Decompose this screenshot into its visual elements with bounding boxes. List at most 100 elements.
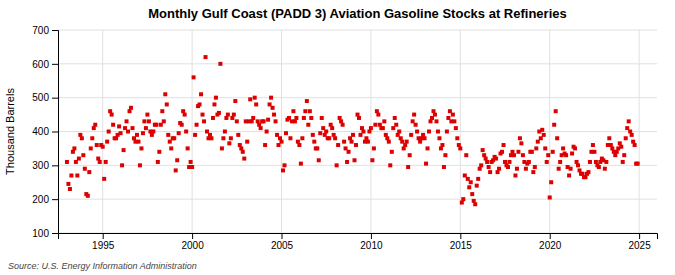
point <box>548 195 552 199</box>
x-axis-tick-mark <box>639 233 640 239</box>
point <box>101 145 105 149</box>
points <box>65 55 640 206</box>
point <box>201 113 205 117</box>
point <box>357 116 361 120</box>
point <box>573 146 577 150</box>
point <box>345 160 349 164</box>
x-axis-tick: 2000 <box>181 233 204 251</box>
point <box>248 97 252 101</box>
point <box>412 113 416 117</box>
point <box>190 165 194 169</box>
point <box>512 153 516 157</box>
y-axis-tick: 300 <box>32 160 58 171</box>
point <box>531 170 535 174</box>
point <box>333 136 337 140</box>
point <box>604 160 608 164</box>
point <box>361 130 365 134</box>
point <box>409 133 413 137</box>
point <box>551 150 555 154</box>
grid <box>58 30 657 233</box>
point <box>66 182 70 186</box>
point <box>199 92 203 96</box>
y-grid-line <box>58 30 657 31</box>
point <box>186 146 190 150</box>
point <box>111 123 115 127</box>
point <box>98 160 102 164</box>
x-axis-tick-mark <box>103 233 104 239</box>
point <box>180 123 184 127</box>
point <box>336 143 340 147</box>
point <box>427 130 431 134</box>
point <box>513 173 517 177</box>
point <box>110 113 114 117</box>
point <box>469 180 473 184</box>
point <box>630 133 634 137</box>
point <box>315 146 319 150</box>
point <box>607 136 611 140</box>
point <box>366 140 370 144</box>
point <box>166 133 170 137</box>
point <box>144 126 148 130</box>
point <box>236 133 240 137</box>
point <box>619 145 623 149</box>
point <box>370 158 374 162</box>
point <box>120 163 124 167</box>
y-axis-tick-label: 600 <box>32 59 49 70</box>
point <box>126 130 130 134</box>
point <box>95 143 99 147</box>
point <box>557 167 561 171</box>
point <box>636 162 640 166</box>
y-axis-tick: 500 <box>32 92 58 103</box>
point <box>622 153 626 157</box>
x-axis-tick: 1995 <box>92 233 115 251</box>
point <box>437 136 441 140</box>
point <box>561 146 565 150</box>
point <box>485 160 489 164</box>
point <box>242 157 246 161</box>
point <box>586 170 590 174</box>
point <box>105 140 109 144</box>
point <box>162 119 166 123</box>
point <box>165 102 169 106</box>
point <box>214 96 218 100</box>
point <box>354 143 358 147</box>
x-axis-tick: 2010 <box>360 233 383 251</box>
point <box>83 167 87 171</box>
point <box>90 136 94 140</box>
point <box>125 119 129 123</box>
point <box>382 119 386 123</box>
point <box>534 146 538 150</box>
point <box>223 130 227 134</box>
point <box>68 187 72 191</box>
point <box>265 130 269 134</box>
point <box>119 131 123 135</box>
point <box>347 150 351 154</box>
point <box>405 140 409 144</box>
point <box>397 130 401 134</box>
point <box>597 165 601 169</box>
point <box>107 130 111 134</box>
point <box>117 124 121 128</box>
point <box>527 160 531 164</box>
point <box>129 106 133 110</box>
point <box>271 106 275 110</box>
point <box>280 140 284 144</box>
point <box>142 119 146 123</box>
point <box>294 116 298 120</box>
point <box>122 148 126 152</box>
y-axis-tick-label: 300 <box>32 160 49 171</box>
x-axis-tick-label: 1995 <box>92 240 115 251</box>
y-grid-line <box>58 97 657 98</box>
point <box>390 150 394 154</box>
point <box>433 113 437 117</box>
point <box>327 136 331 140</box>
y-axis-tick-label: 400 <box>32 126 49 137</box>
point <box>342 140 346 144</box>
x-axis-tick-mark <box>550 233 551 239</box>
y-axis-tick-label: 100 <box>32 228 49 239</box>
point <box>542 133 546 137</box>
point <box>305 99 309 103</box>
y-grid-line <box>58 199 657 200</box>
point <box>546 153 550 157</box>
point <box>372 146 376 150</box>
